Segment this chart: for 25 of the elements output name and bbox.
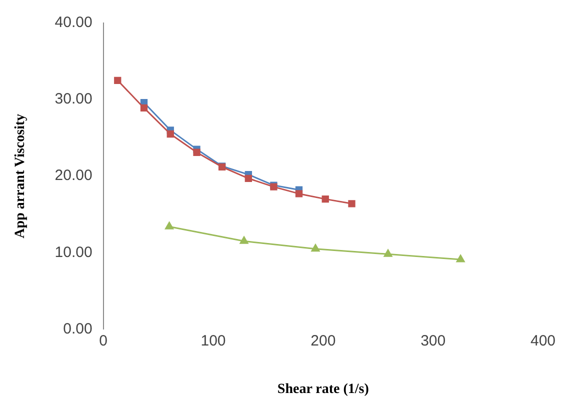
x-tick-label: 300 [420, 332, 446, 350]
y-tick-label: 10.00 [54, 244, 92, 261]
y-tick-label: 30.00 [54, 90, 92, 108]
point [165, 222, 174, 230]
y-tick-label: 40.00 [54, 14, 92, 32]
point [384, 249, 392, 257]
point [348, 200, 356, 208]
y-tick-label: 0.00 [63, 320, 92, 338]
point [322, 195, 329, 203]
x-tick-label: 400 [530, 332, 556, 350]
y-tick-label: 20.00 [54, 167, 92, 184]
point [166, 130, 174, 138]
point [456, 254, 465, 262]
point [240, 236, 248, 244]
x-tick-label: 200 [310, 332, 336, 350]
y-axis-title: App arrant Viscosity [13, 114, 28, 238]
point [295, 190, 303, 198]
x-tick-label: 0 [99, 332, 108, 350]
x-axis-title: Shear rate (1/s) [277, 382, 370, 398]
point [114, 76, 122, 84]
point [140, 104, 148, 112]
x-tick-label: 100 [200, 332, 226, 350]
point [193, 148, 200, 156]
point [244, 174, 252, 182]
point [311, 244, 320, 252]
